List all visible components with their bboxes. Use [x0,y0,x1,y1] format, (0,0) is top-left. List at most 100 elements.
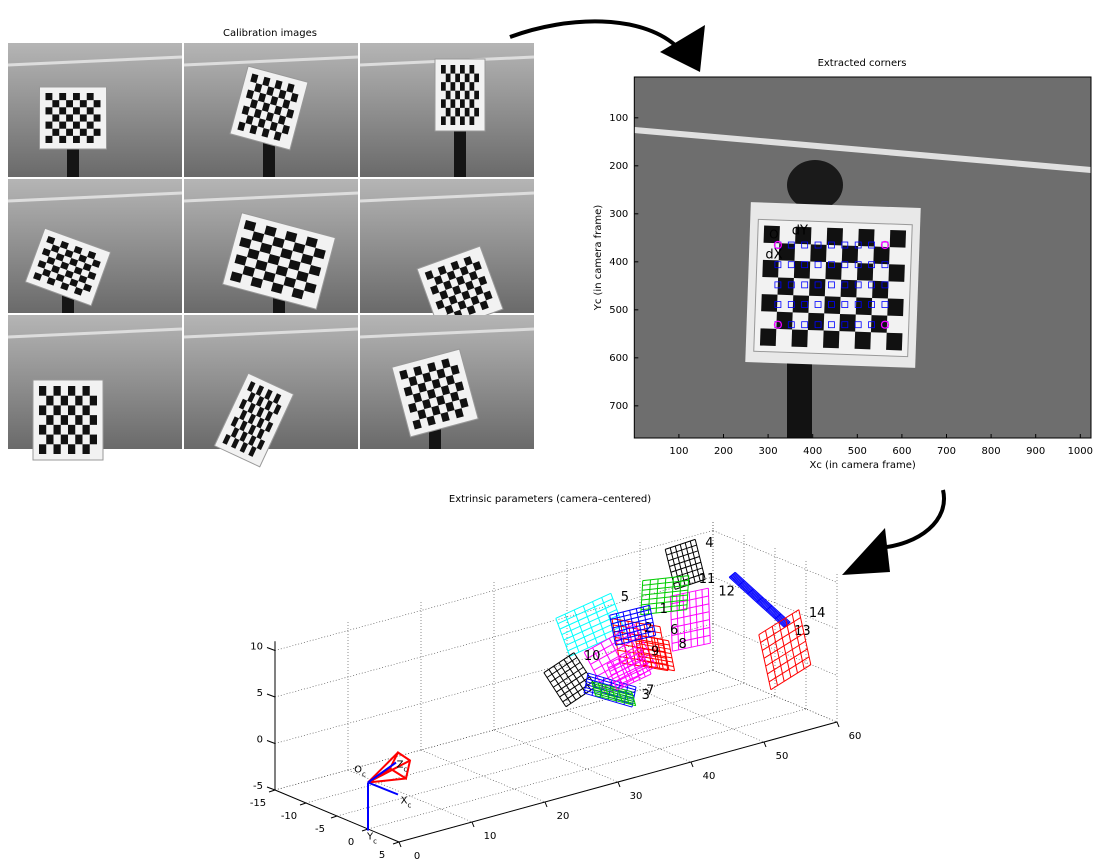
square [222,433,231,445]
plane-grid-line [592,685,633,697]
square [259,242,273,254]
square [256,439,266,451]
square [60,415,68,425]
arrow [877,489,947,550]
plane-grid-line [668,640,676,671]
plane-grid-line [592,601,607,640]
plane-grid-line [647,579,651,614]
square [889,229,907,248]
square [474,107,479,117]
square [399,369,409,380]
square [444,304,454,315]
corner-point [787,241,795,249]
square [256,417,265,429]
square [79,128,87,136]
plane-label: 7 [646,684,654,699]
square [441,65,446,74]
square [78,254,88,263]
square [459,265,469,276]
square [230,427,240,438]
square [93,128,101,136]
plane-grid-line [612,661,624,688]
square [39,405,47,416]
square [793,260,811,279]
square [273,131,282,141]
square [264,410,274,422]
square [230,416,240,428]
shelf [359,191,535,203]
plane-label: 12 [718,585,735,600]
camera-label-base: Z [397,760,404,771]
camera-label-subscript: c [362,771,366,779]
square [795,226,812,245]
square [239,420,248,432]
plane-grid-line [609,655,645,672]
shelf [7,327,183,339]
square [422,399,432,410]
corner-point [774,261,782,269]
plane-grid-line [640,609,687,616]
square [247,402,256,414]
z-tick [266,786,276,791]
square [450,391,460,402]
square [86,135,94,143]
square [776,311,793,330]
y-tick-label: 60 [849,731,862,742]
plane-grid-line [678,576,682,611]
checkerboard [434,58,486,132]
square [408,376,418,387]
square [470,295,480,306]
plane-label: 3 [642,688,650,703]
z-tick-label: 10 [250,642,263,653]
plane-grid-line [611,658,646,676]
square [313,247,326,260]
square [60,282,70,291]
square [51,265,61,274]
shelf [183,191,359,203]
square [426,415,436,426]
square [435,299,445,310]
corner-point [841,301,849,308]
plane-grid-line [587,629,638,659]
plane-grid-line [758,609,800,636]
plane-grid-line [569,630,626,657]
x-tick-label: 900 [1026,446,1045,457]
plane-grid-line [610,609,651,621]
square [73,135,80,143]
camera-label-base: Y [366,832,374,843]
square [412,419,422,430]
calibration-image [359,315,535,449]
square [266,86,275,96]
square [452,285,462,296]
square [39,424,47,435]
plane-grid-line [758,634,772,690]
square [66,100,73,108]
plane-grid-line [669,556,700,567]
square [777,277,794,296]
camera-frustum [367,777,407,784]
camera-label: Yc [366,832,377,846]
plane-grid-line [671,611,710,621]
plane-grid-line [639,659,674,667]
y-tick-label: 600 [609,353,628,364]
x-tick-label: 600 [892,446,911,457]
plane-grid-line [672,567,703,579]
square [243,220,257,232]
plane-label: 11 [699,572,716,587]
calibration-plane [669,587,711,652]
plane-grid-line [612,617,653,629]
plane-grid-line [641,594,688,601]
calibration-plane [555,592,626,657]
square [60,395,68,406]
camera-label-subscript: c [404,766,408,774]
plane-grid-line [606,663,618,691]
plane-grid-line [798,609,812,665]
checkerboard [32,379,104,461]
square [82,283,92,293]
square [469,65,475,74]
plane-grid-line [563,614,620,641]
plane-grid-line [671,619,710,629]
plane-grid-line [543,672,567,707]
square [52,100,60,108]
square [431,378,441,389]
